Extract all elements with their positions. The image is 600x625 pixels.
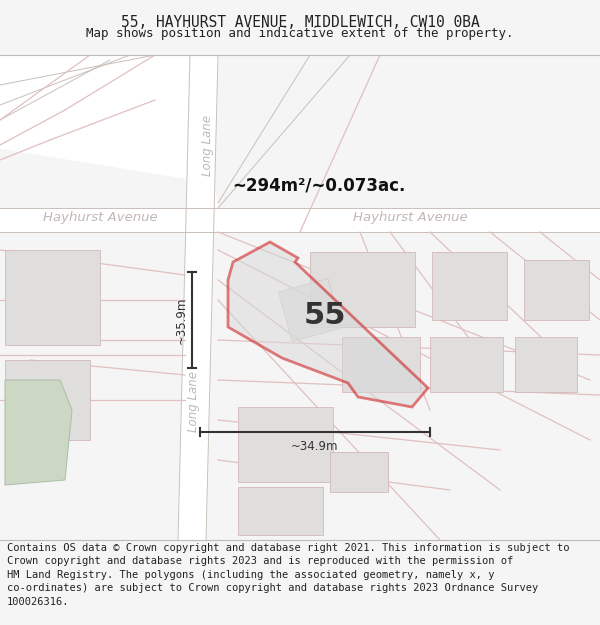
Bar — [5, 250, 100, 345]
Text: Hayhurst Avenue: Hayhurst Avenue — [353, 211, 467, 224]
Bar — [330, 452, 388, 492]
Text: Contains OS data © Crown copyright and database right 2021. This information is : Contains OS data © Crown copyright and d… — [7, 542, 570, 607]
Bar — [515, 337, 577, 392]
Text: 55: 55 — [304, 301, 346, 329]
Polygon shape — [178, 55, 218, 540]
Polygon shape — [5, 380, 72, 485]
Bar — [524, 260, 589, 320]
Bar — [5, 360, 90, 440]
Bar — [238, 407, 333, 482]
Bar — [342, 337, 420, 392]
Bar — [238, 487, 323, 535]
Text: ~35.9m: ~35.9m — [175, 296, 188, 344]
Text: 55, HAYHURST AVENUE, MIDDLEWICH, CW10 0BA: 55, HAYHURST AVENUE, MIDDLEWICH, CW10 0B… — [121, 16, 479, 31]
Polygon shape — [0, 208, 600, 232]
Text: Long Lane: Long Lane — [187, 371, 199, 432]
Bar — [310, 252, 415, 327]
Text: Map shows position and indicative extent of the property.: Map shows position and indicative extent… — [86, 27, 514, 39]
Text: ~294m²/~0.073ac.: ~294m²/~0.073ac. — [232, 176, 406, 194]
Bar — [432, 252, 507, 320]
Text: ~34.9m: ~34.9m — [291, 440, 339, 453]
Polygon shape — [278, 279, 341, 341]
Polygon shape — [0, 55, 218, 208]
Text: Hayhurst Avenue: Hayhurst Avenue — [43, 211, 157, 224]
Text: Long Lane: Long Lane — [200, 114, 214, 176]
Polygon shape — [228, 242, 428, 407]
Bar — [430, 337, 503, 392]
